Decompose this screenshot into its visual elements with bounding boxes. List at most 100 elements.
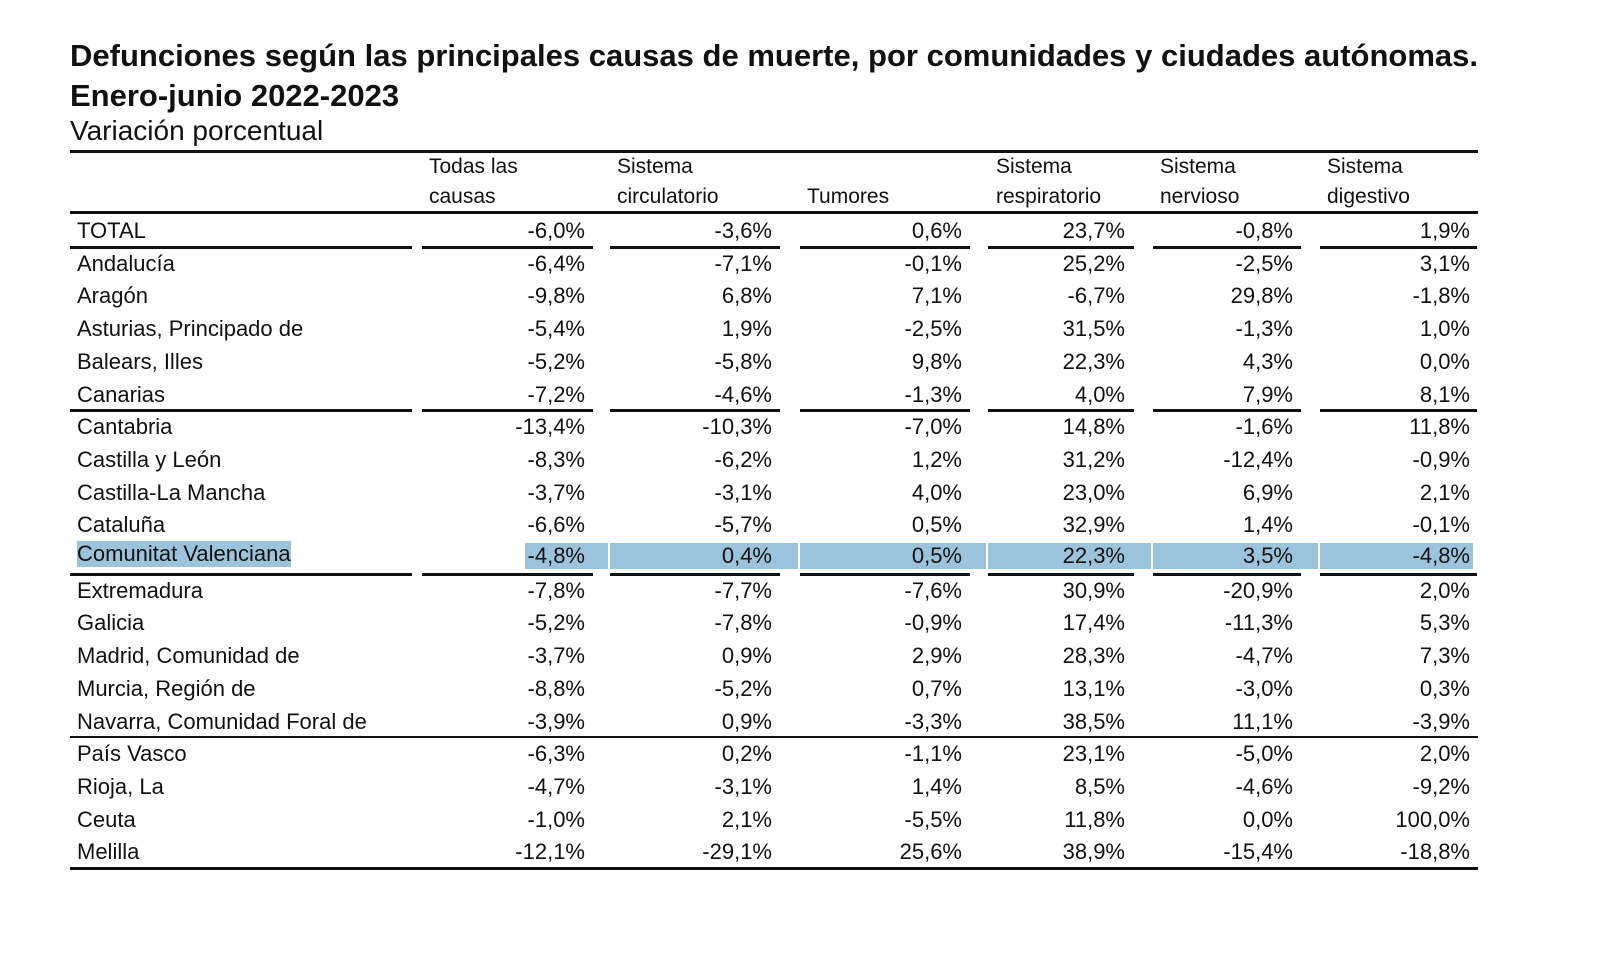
value-cell: 2,1% [1419,479,1470,505]
value-cell: 3,5% [1153,543,1318,569]
segmented-row-rule [1320,572,1477,576]
column-header-line2: circulatorio [617,185,719,208]
column-header-line2: digestivo [1327,185,1410,208]
value-cell: 7,3% [1419,643,1470,669]
value-cell: -1,0% [527,806,585,832]
value-cell: -7,2% [527,381,585,407]
value-cell: -5,2% [527,610,585,636]
value-cell: -20,9% [1223,577,1293,603]
table-row: Ceuta -1,0% 2,1% -5,5% 11,8% 0,0% 100,0% [0,803,1600,836]
table-row: Navarra, Comunidad Foral de -3,9% 0,9% -3,3… [0,705,1600,738]
row-label: Melilla [77,839,140,865]
row-label: Extremadura [77,577,203,603]
value-cell: -6,2% [714,446,772,472]
table-row: Rioja, La -4,7% -3,1% 1,4% 8,5% -4,6% -9,2% [0,770,1600,803]
table-title: Defunciones según las principales causas… [70,38,1478,113]
value-cell: 4,3% [1242,348,1293,374]
table-row: Extremadura -7,8% -7,7% -7,6% 30,9% -20,9% 2,0… [0,574,1600,607]
value-cell: 30,9% [1062,577,1125,603]
segmented-row-rule [1153,409,1301,413]
value-cell: 5,3% [1419,610,1470,636]
value-cell: -13,4% [515,414,585,440]
value-cell: 8,5% [1074,773,1125,799]
value-cell: -10,3% [702,414,772,440]
value-cell: -6,6% [527,512,585,538]
value-cell: -0,9% [904,610,962,636]
value-cell: -0,9% [1412,446,1470,472]
segmented-row-rule [1153,572,1301,576]
value-cell: -4,7% [527,773,585,799]
value-cell: 0,5% [911,512,962,538]
table-row: Cataluña -6,6% -5,7% 0,5% 32,9% 1,4% -0,1% [0,508,1600,541]
row-label: TOTAL [77,218,146,243]
value-cell: 3,1% [1419,250,1470,276]
segmented-row-rule [988,245,1134,249]
value-cell: -7,7% [714,577,772,603]
value-cell: 1,9% [721,316,772,342]
value-cell: -12,1% [515,839,585,865]
value-cell: 23,7% [1062,218,1125,243]
value-cell: 28,3% [1062,643,1125,669]
value-cell: -6,3% [527,741,585,767]
value-cell: 0,0% [1242,806,1293,832]
segmented-row-rule [988,572,1134,576]
value-cell: 2,9% [911,643,962,669]
value-cell: -6,0% [527,218,585,243]
value-cell: 38,5% [1062,708,1125,734]
row-label: Comunitat Valenciana [77,541,291,567]
value-cell: -8,3% [527,446,585,472]
value-cell: 9,8% [911,348,962,374]
value-cell: 25,6% [899,839,962,865]
value-cell: 1,0% [1419,316,1470,342]
column-header-line1: Sistema [1327,155,1403,178]
value-cell: 7,9% [1242,381,1293,407]
table-row: Castilla-La Mancha -3,7% -3,1% 4,0% 23,0% 6,9… [0,476,1600,509]
table-row: Galicia -5,2% -7,8% -0,9% 17,4% -11,3% 5,3% [0,606,1600,639]
segmented-row-rule [610,409,780,413]
value-cell: 2,0% [1419,577,1470,603]
table-row: Balears, Illes -5,2% -5,8% 9,8% 22,3% 4,3% 0,0… [0,345,1600,378]
segmented-row-rule [70,409,412,413]
row-label: Andalucía [77,250,175,276]
value-cell: -4,7% [1235,643,1293,669]
table-row: Melilla -12,1% -29,1% 25,6% 38,9% -15,4% -18,8… [0,835,1600,868]
value-cell: 0,7% [911,675,962,701]
value-cell: -0,1% [904,250,962,276]
value-cell: -1,3% [1235,316,1293,342]
value-cell: 22,3% [988,543,1151,569]
row-label: Cataluña [77,512,166,538]
value-cell: 29,8% [1230,283,1293,309]
value-cell: 11,1% [1232,708,1293,734]
value-cell: 4,0% [911,479,962,505]
value-cell: 7,1% [911,283,962,309]
value-cell: 38,9% [1062,839,1125,865]
value-cell: -12,4% [1223,446,1293,472]
value-cell: 6,9% [1242,479,1293,505]
value-cell: 23,1% [1062,741,1125,767]
value-cell: 8,1% [1419,381,1470,407]
value-cell: 0,6% [911,218,962,243]
table-row: Andalucía -6,4% -7,1% -0,1% 25,2% -2,5% 3,1% [0,247,1600,280]
table-row: Murcia, Región de -8,8% -5,2% 0,7% 13,1% -3,0… [0,672,1600,705]
value-cell: -0,8% [1235,218,1293,243]
segmented-row-rule [70,572,412,576]
value-cell: -9,2% [1412,773,1470,799]
column-header-line1: Todas las [429,155,518,178]
value-cell: -29,1% [702,839,772,865]
row-label: Castilla y León [77,446,222,472]
value-cell: -7,8% [527,577,585,603]
value-cell: -3,3% [904,708,962,734]
table-row: Asturias, Principado de -5,4% 1,9% -2,5% 31,… [0,312,1600,345]
column-header-line2: Tumores [807,185,890,208]
row-label: Aragón [77,283,148,309]
table-row: TOTAL -6,0% -3,6% 0,6% 23,7% -0,8% 1,9% [0,214,1600,247]
value-cell: -4,6% [714,381,772,407]
value-cell: 0,9% [721,643,772,669]
row-label: Balears, Illes [77,348,203,374]
table-row: Comunitat Valenciana -4,8% 0,4% 0,5% 22,3% 3,… [0,541,1600,574]
table-row: Aragón -9,8% 6,8% 7,1% -6,7% 29,8% -1,8% [0,279,1600,312]
value-cell: -15,4% [1223,839,1293,865]
header-rule [70,211,1478,214]
segmented-row-rule [422,409,593,413]
segmented-row-rule [610,245,780,249]
